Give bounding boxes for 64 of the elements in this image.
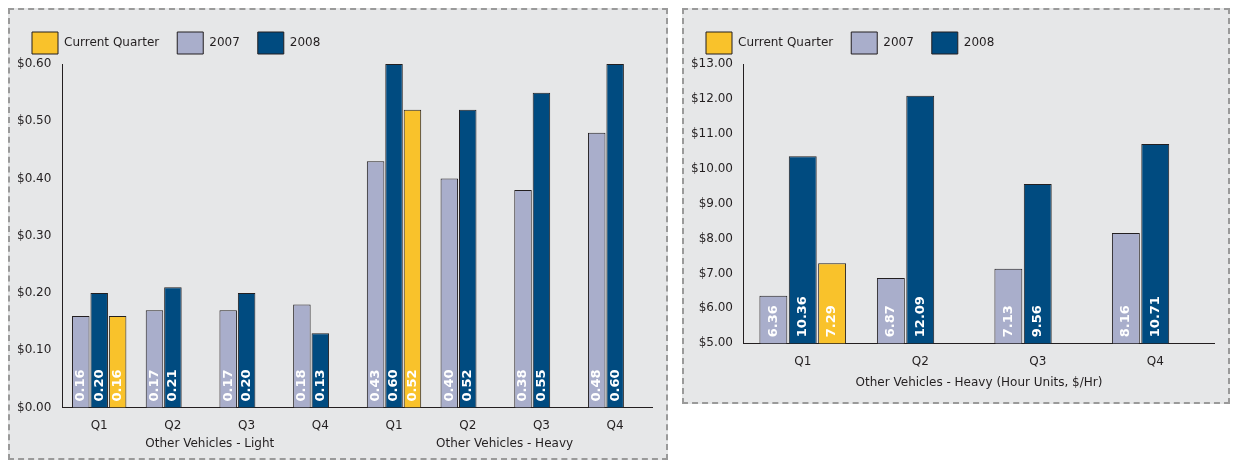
legend-label: 2007 <box>883 35 914 50</box>
legend-label: 2008 <box>963 35 995 50</box>
y-tick-label: $0.60 <box>16 56 52 71</box>
data-label: 0.52 <box>459 369 475 402</box>
x-tick-label: Q4 <box>606 417 624 432</box>
data-label: 0.48 <box>588 369 604 402</box>
data-label: 0.60 <box>385 369 401 402</box>
x-tick-label: Q2 <box>911 353 929 368</box>
x-tick-label: Q3 <box>532 417 550 432</box>
data-label: 0.17 <box>145 369 161 402</box>
y-tick-label: $13.00 <box>690 56 733 71</box>
data-label: 9.56 <box>1029 305 1045 338</box>
y-tick-label: $6.00 <box>698 300 733 315</box>
legend-label: Current Quarter <box>64 35 160 50</box>
data-label: 0.43 <box>366 369 382 402</box>
data-label: 0.38 <box>514 369 530 402</box>
data-label: 0.18 <box>293 369 309 402</box>
x-tick-label: Q1 <box>794 353 812 368</box>
data-label: 0.16 <box>109 369 125 402</box>
data-label: 0.20 <box>237 369 253 402</box>
data-label: 12.09 <box>911 296 927 338</box>
data-label: 0.16 <box>72 369 88 402</box>
y-tick-label: $0.20 <box>16 285 52 300</box>
data-label: 7.29 <box>823 305 839 338</box>
x-tick-label: Q1 <box>90 417 108 432</box>
y-tick-label: $0.00 <box>16 399 52 414</box>
data-label: 6.87 <box>882 305 898 338</box>
x-tick-label: Q3 <box>238 417 256 432</box>
data-label: 0.52 <box>403 369 419 402</box>
y-tick-label: $5.00 <box>698 335 733 350</box>
y-tick-label: $7.00 <box>698 265 733 280</box>
legend-label: 2008 <box>289 35 321 50</box>
y-tick-label: $9.00 <box>698 195 733 210</box>
data-label: 0.20 <box>90 369 106 402</box>
y-tick-label: $0.40 <box>16 170 52 185</box>
data-label: 0.13 <box>311 369 327 402</box>
data-label: 7.13 <box>999 305 1015 338</box>
data-label: 0.55 <box>532 369 548 402</box>
legend-label: 2007 <box>209 35 240 50</box>
y-tick-label: $0.10 <box>16 342 52 357</box>
text: Other Vehicles - Light <box>145 436 275 451</box>
x-tick-label: Q4 <box>311 417 329 432</box>
data-label: 0.60 <box>606 369 622 402</box>
x-tick-label: Q4 <box>1146 353 1164 368</box>
x-axis-title: Other Vehicles - Heavy (Hour Units, $/Hr) <box>855 374 1103 389</box>
x-tick-label: Q3 <box>1029 353 1047 368</box>
x-tick-label: Q1 <box>385 417 403 432</box>
data-label: 10.71 <box>1146 296 1162 338</box>
data-label: 6.36 <box>764 305 780 338</box>
legend-label: Current Quarter <box>738 35 834 50</box>
x-tick-label: Q2 <box>164 417 182 432</box>
data-label: 0.17 <box>219 369 235 402</box>
x-tick-label: Q2 <box>459 417 477 432</box>
y-tick-label: $12.00 <box>690 91 733 106</box>
data-label: 10.36 <box>794 296 810 338</box>
y-tick-label: $11.00 <box>690 125 733 140</box>
data-label: 0.40 <box>440 369 456 402</box>
y-tick-label: $8.00 <box>698 230 733 245</box>
y-tick-label: $10.00 <box>690 160 733 175</box>
data-label: 0.21 <box>164 369 180 402</box>
y-tick-label: $0.50 <box>16 113 52 128</box>
y-tick-label: $0.30 <box>16 227 52 242</box>
data-label: 8.16 <box>1117 305 1133 338</box>
text: Other Vehicles - Heavy <box>436 436 574 451</box>
